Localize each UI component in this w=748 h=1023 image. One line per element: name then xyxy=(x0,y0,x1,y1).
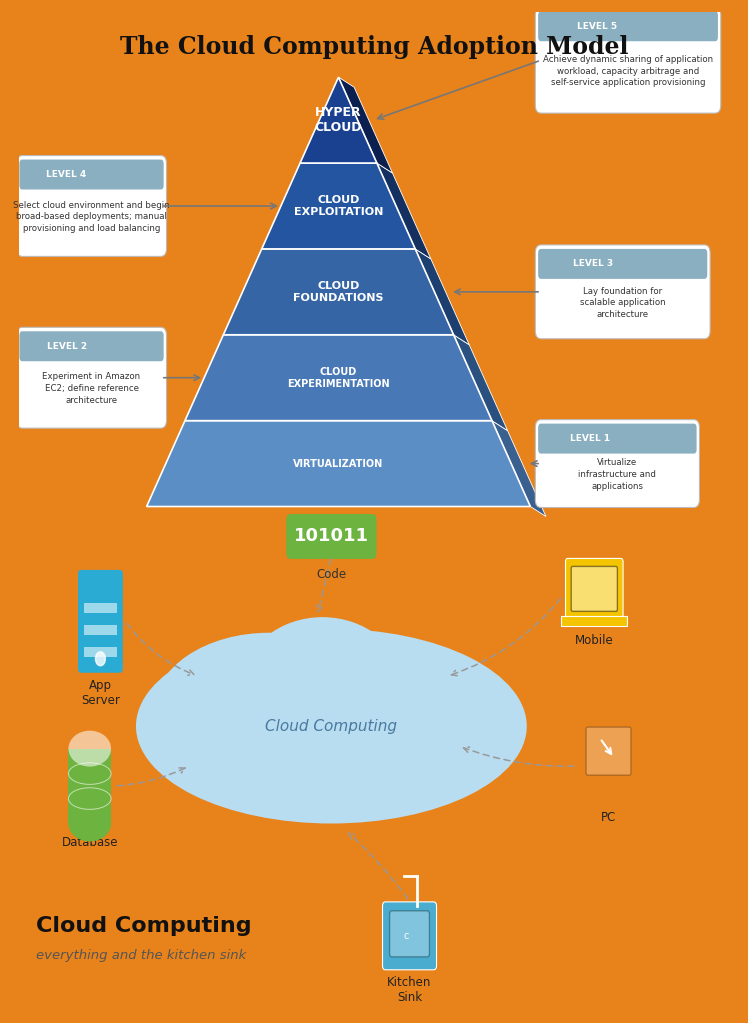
Text: LEVEL 5: LEVEL 5 xyxy=(577,21,617,31)
FancyBboxPatch shape xyxy=(571,567,617,612)
Text: LEVEL 4: LEVEL 4 xyxy=(46,170,87,179)
FancyBboxPatch shape xyxy=(579,717,638,785)
Polygon shape xyxy=(338,77,393,173)
Text: LEVEL 1: LEVEL 1 xyxy=(570,434,610,443)
Polygon shape xyxy=(262,163,415,249)
Text: Code: Code xyxy=(316,569,346,581)
Text: 101011: 101011 xyxy=(294,528,369,545)
FancyBboxPatch shape xyxy=(286,514,376,559)
FancyBboxPatch shape xyxy=(19,160,164,189)
Text: HYPER
CLOUD: HYPER CLOUD xyxy=(315,106,362,134)
Text: CLOUD
EXPERIMENTATION: CLOUD EXPERIMENTATION xyxy=(287,367,390,389)
Ellipse shape xyxy=(281,698,459,812)
Ellipse shape xyxy=(154,632,384,789)
Polygon shape xyxy=(377,163,431,259)
FancyBboxPatch shape xyxy=(536,244,710,339)
FancyBboxPatch shape xyxy=(536,7,721,114)
Text: CLOUD
FOUNDATIONS: CLOUD FOUNDATIONS xyxy=(293,281,384,303)
Bar xyxy=(591,789,626,796)
Bar xyxy=(561,616,628,626)
FancyBboxPatch shape xyxy=(536,419,699,507)
Ellipse shape xyxy=(68,730,111,766)
FancyBboxPatch shape xyxy=(538,249,708,279)
Text: CLOUD
EXPLOITATION: CLOUD EXPLOITATION xyxy=(294,195,383,217)
Text: Mobile: Mobile xyxy=(575,634,613,648)
Text: LEVEL 3: LEVEL 3 xyxy=(573,260,613,268)
Text: Achieve dynamic sharing of application
workload, capacity arbitrage and
self-ser: Achieve dynamic sharing of application w… xyxy=(543,55,713,88)
Bar xyxy=(84,625,117,635)
FancyBboxPatch shape xyxy=(538,424,696,453)
Polygon shape xyxy=(185,335,492,420)
FancyBboxPatch shape xyxy=(16,155,167,257)
Text: Virtualize
infrastructure and
applications: Virtualize infrastructure and applicatio… xyxy=(578,458,656,491)
FancyBboxPatch shape xyxy=(565,559,623,619)
Bar xyxy=(84,603,117,613)
Text: Kitchen
Sink: Kitchen Sink xyxy=(387,976,432,1004)
Polygon shape xyxy=(415,249,469,345)
Text: c: c xyxy=(403,931,408,941)
Ellipse shape xyxy=(278,639,491,782)
Text: Lay foundation for
scalable application
architecture: Lay foundation for scalable application … xyxy=(580,286,666,319)
Polygon shape xyxy=(147,420,530,506)
Text: Select cloud environment and begin
broad-based deployments; manual
provisioning : Select cloud environment and begin broad… xyxy=(13,201,170,233)
FancyBboxPatch shape xyxy=(16,327,167,429)
Bar xyxy=(601,780,616,791)
FancyBboxPatch shape xyxy=(538,11,718,41)
Ellipse shape xyxy=(68,805,111,842)
Text: PC: PC xyxy=(601,811,616,825)
Ellipse shape xyxy=(194,695,390,814)
Bar xyxy=(68,749,111,824)
Ellipse shape xyxy=(136,629,527,824)
Polygon shape xyxy=(453,335,508,431)
FancyBboxPatch shape xyxy=(390,910,429,957)
Text: Cloud Computing: Cloud Computing xyxy=(37,916,252,936)
Text: LEVEL 2: LEVEL 2 xyxy=(46,342,87,351)
Polygon shape xyxy=(224,249,453,335)
Ellipse shape xyxy=(242,617,402,752)
Bar xyxy=(84,647,117,657)
Text: everything and the kitchen sink: everything and the kitchen sink xyxy=(37,949,247,963)
Polygon shape xyxy=(300,77,377,163)
Ellipse shape xyxy=(346,684,494,789)
Text: The Cloud Computing Adoption Model: The Cloud Computing Adoption Model xyxy=(120,35,628,59)
FancyBboxPatch shape xyxy=(19,331,164,361)
FancyBboxPatch shape xyxy=(78,570,123,673)
Text: Database: Database xyxy=(61,836,118,849)
Text: Experiment in Amazon
EC2; define reference
architecture: Experiment in Amazon EC2; define referen… xyxy=(43,372,141,405)
Text: App
Server: App Server xyxy=(81,679,120,707)
Circle shape xyxy=(96,652,105,666)
FancyBboxPatch shape xyxy=(382,902,437,970)
Polygon shape xyxy=(492,420,546,517)
FancyBboxPatch shape xyxy=(586,727,631,775)
Text: Cloud Computing: Cloud Computing xyxy=(266,719,397,733)
Text: VIRTUALIZATION: VIRTUALIZATION xyxy=(293,458,384,469)
